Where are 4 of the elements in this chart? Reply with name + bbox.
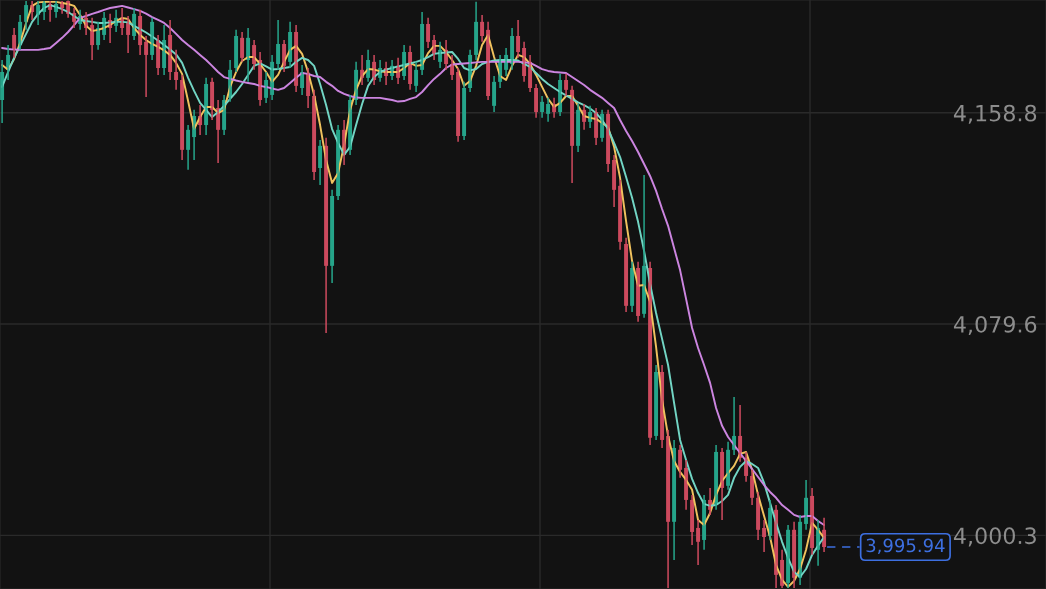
ref-line-label: 3,995.94: [866, 538, 945, 555]
y-tick-label: 4,079.6: [953, 315, 1037, 335]
y-tick-label: 4,158.8: [953, 104, 1037, 124]
y-tick-label: 4,000.3: [953, 527, 1036, 547]
